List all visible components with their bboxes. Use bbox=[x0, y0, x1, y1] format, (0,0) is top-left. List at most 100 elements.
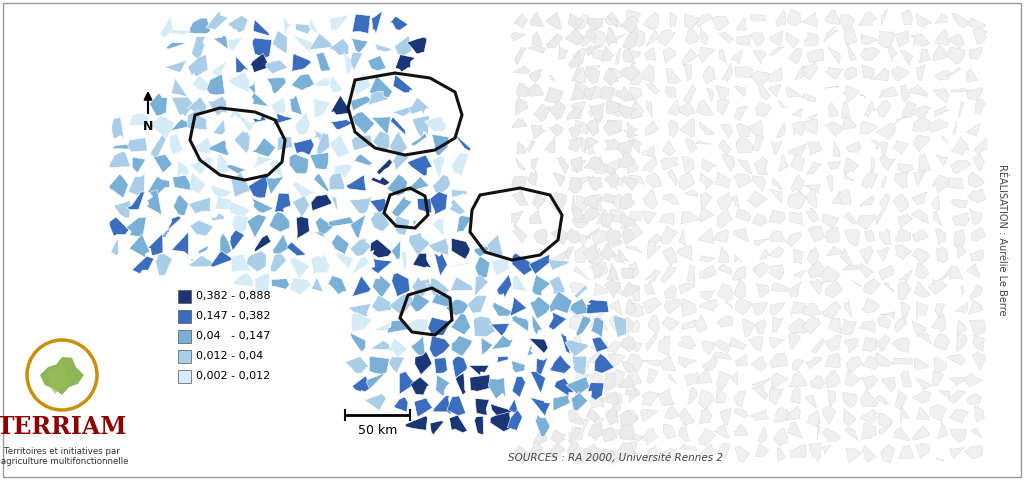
Polygon shape bbox=[568, 51, 582, 68]
Polygon shape bbox=[409, 233, 430, 255]
Polygon shape bbox=[609, 300, 623, 315]
Polygon shape bbox=[568, 177, 582, 193]
Polygon shape bbox=[622, 442, 637, 459]
Polygon shape bbox=[570, 84, 585, 101]
Polygon shape bbox=[387, 320, 410, 333]
Polygon shape bbox=[600, 86, 614, 102]
Polygon shape bbox=[970, 286, 983, 299]
Polygon shape bbox=[417, 198, 432, 213]
Polygon shape bbox=[643, 360, 662, 367]
Polygon shape bbox=[220, 233, 231, 255]
Polygon shape bbox=[529, 69, 542, 83]
Polygon shape bbox=[934, 106, 949, 117]
Polygon shape bbox=[897, 164, 913, 174]
Polygon shape bbox=[350, 96, 372, 111]
Polygon shape bbox=[844, 300, 852, 317]
Polygon shape bbox=[210, 185, 232, 199]
Polygon shape bbox=[971, 227, 986, 241]
Polygon shape bbox=[515, 48, 525, 65]
Polygon shape bbox=[313, 232, 328, 239]
Polygon shape bbox=[844, 338, 858, 353]
Polygon shape bbox=[659, 213, 674, 225]
Polygon shape bbox=[898, 214, 913, 228]
Polygon shape bbox=[329, 217, 354, 226]
Polygon shape bbox=[776, 123, 785, 138]
Polygon shape bbox=[730, 337, 745, 350]
Polygon shape bbox=[191, 36, 206, 60]
Polygon shape bbox=[241, 116, 254, 131]
Polygon shape bbox=[911, 192, 928, 204]
Polygon shape bbox=[568, 13, 584, 31]
Polygon shape bbox=[679, 408, 695, 425]
Polygon shape bbox=[827, 161, 841, 170]
Polygon shape bbox=[694, 315, 708, 332]
Polygon shape bbox=[534, 104, 550, 121]
Polygon shape bbox=[911, 34, 930, 47]
Polygon shape bbox=[916, 407, 929, 420]
Polygon shape bbox=[769, 189, 781, 204]
Polygon shape bbox=[884, 283, 894, 292]
Polygon shape bbox=[266, 77, 286, 94]
Polygon shape bbox=[474, 416, 483, 435]
Polygon shape bbox=[207, 96, 227, 116]
Polygon shape bbox=[387, 174, 408, 196]
Polygon shape bbox=[451, 190, 467, 197]
Polygon shape bbox=[573, 15, 588, 29]
Polygon shape bbox=[589, 86, 605, 99]
Polygon shape bbox=[644, 121, 658, 136]
Polygon shape bbox=[735, 298, 753, 315]
Polygon shape bbox=[844, 67, 857, 80]
Polygon shape bbox=[529, 210, 542, 224]
Polygon shape bbox=[310, 152, 329, 169]
Polygon shape bbox=[750, 120, 763, 138]
Polygon shape bbox=[713, 340, 731, 353]
Polygon shape bbox=[956, 332, 967, 352]
Polygon shape bbox=[571, 389, 585, 405]
Polygon shape bbox=[391, 240, 400, 260]
Polygon shape bbox=[822, 428, 841, 442]
Polygon shape bbox=[605, 227, 621, 244]
Polygon shape bbox=[787, 422, 803, 438]
Polygon shape bbox=[568, 138, 583, 152]
Polygon shape bbox=[621, 63, 640, 81]
Polygon shape bbox=[630, 27, 645, 47]
Polygon shape bbox=[632, 285, 640, 301]
Polygon shape bbox=[679, 282, 694, 294]
Polygon shape bbox=[913, 171, 926, 186]
Polygon shape bbox=[680, 444, 697, 451]
Polygon shape bbox=[794, 270, 806, 277]
Polygon shape bbox=[344, 53, 354, 75]
Polygon shape bbox=[352, 273, 371, 297]
Polygon shape bbox=[345, 356, 369, 373]
Polygon shape bbox=[844, 408, 856, 426]
Polygon shape bbox=[170, 119, 189, 131]
Polygon shape bbox=[845, 371, 860, 386]
Polygon shape bbox=[949, 377, 967, 386]
Polygon shape bbox=[770, 230, 785, 242]
Polygon shape bbox=[110, 174, 128, 198]
Polygon shape bbox=[575, 35, 592, 47]
Polygon shape bbox=[589, 391, 604, 408]
Bar bbox=[178, 330, 191, 343]
Polygon shape bbox=[831, 191, 843, 204]
Polygon shape bbox=[772, 316, 783, 332]
Polygon shape bbox=[719, 32, 734, 43]
Polygon shape bbox=[916, 302, 928, 319]
Polygon shape bbox=[603, 163, 616, 175]
Polygon shape bbox=[730, 49, 742, 64]
Polygon shape bbox=[881, 444, 894, 463]
Polygon shape bbox=[512, 118, 527, 128]
Polygon shape bbox=[969, 250, 984, 261]
Polygon shape bbox=[901, 10, 913, 24]
Polygon shape bbox=[292, 35, 312, 53]
Text: SOURCES : RA 2000, Université Rennes 2: SOURCES : RA 2000, Université Rennes 2 bbox=[508, 453, 723, 463]
Polygon shape bbox=[252, 156, 272, 169]
Polygon shape bbox=[682, 320, 696, 330]
Polygon shape bbox=[683, 49, 697, 66]
Polygon shape bbox=[332, 192, 338, 213]
Polygon shape bbox=[532, 193, 545, 209]
Polygon shape bbox=[372, 43, 393, 52]
Polygon shape bbox=[545, 87, 563, 103]
Polygon shape bbox=[206, 11, 228, 29]
Polygon shape bbox=[449, 263, 469, 267]
